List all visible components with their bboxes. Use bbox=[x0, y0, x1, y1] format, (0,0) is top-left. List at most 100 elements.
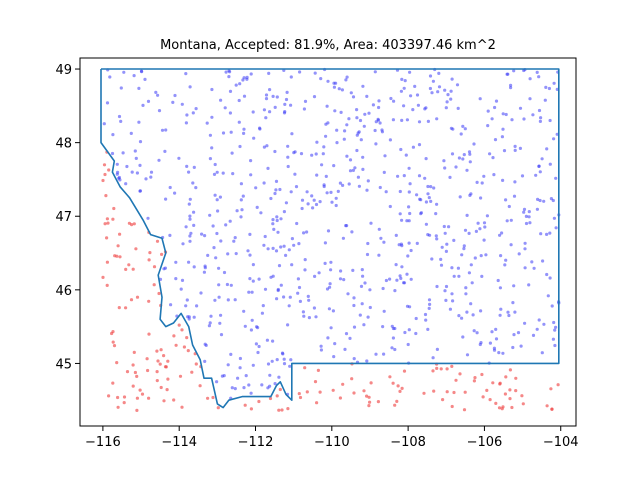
accepted-point bbox=[325, 191, 329, 195]
rejected-point bbox=[494, 401, 498, 405]
accepted-point bbox=[154, 90, 158, 94]
accepted-point bbox=[266, 362, 271, 366]
accepted-point bbox=[400, 77, 404, 81]
accepted-point bbox=[333, 342, 337, 346]
accepted-point bbox=[188, 234, 192, 238]
accepted-point bbox=[373, 70, 377, 74]
accepted-point bbox=[244, 374, 248, 378]
rejected-point bbox=[463, 390, 467, 394]
accepted-point bbox=[546, 294, 550, 298]
accepted-point bbox=[219, 239, 223, 243]
accepted-point bbox=[226, 252, 230, 256]
x-axis: −116 −114 −112 −110 −108 −106 −104 bbox=[85, 426, 579, 450]
accepted-point bbox=[314, 152, 318, 156]
accepted-point bbox=[228, 89, 233, 93]
accepted-point bbox=[409, 94, 413, 98]
accepted-point bbox=[202, 270, 206, 274]
accepted-point bbox=[185, 298, 189, 302]
rejected-point bbox=[132, 350, 136, 354]
accepted-point bbox=[252, 136, 256, 140]
accepted-point bbox=[273, 191, 277, 196]
accepted-point bbox=[434, 234, 438, 238]
accepted-point bbox=[228, 70, 232, 74]
accepted-point bbox=[402, 86, 406, 90]
accepted-point bbox=[552, 137, 556, 141]
accepted-point bbox=[539, 116, 543, 120]
accepted-point bbox=[164, 128, 168, 132]
accepted-point bbox=[436, 90, 440, 94]
accepted-point bbox=[409, 277, 413, 281]
rejected-point bbox=[107, 394, 111, 398]
accepted-point bbox=[479, 309, 483, 313]
x-tick-label: −106 bbox=[467, 435, 503, 450]
rejected-point bbox=[422, 391, 426, 395]
accepted-point bbox=[361, 167, 365, 171]
accepted-point bbox=[506, 310, 510, 314]
accepted-point bbox=[187, 260, 191, 264]
accepted-point bbox=[337, 87, 341, 91]
accepted-point bbox=[250, 318, 254, 322]
rejected-point bbox=[391, 381, 395, 385]
accepted-point bbox=[204, 343, 208, 347]
accepted-point bbox=[174, 277, 178, 281]
accepted-point bbox=[478, 227, 482, 231]
accepted-point bbox=[298, 299, 302, 303]
accepted-point bbox=[275, 215, 279, 219]
accepted-point bbox=[110, 151, 115, 156]
rejected-point bbox=[498, 381, 502, 385]
accepted-point bbox=[249, 72, 253, 76]
rejected-point bbox=[549, 387, 553, 391]
rejected-point bbox=[400, 386, 404, 390]
accepted-point bbox=[122, 70, 126, 74]
rejected-point bbox=[135, 408, 139, 412]
accepted-point bbox=[430, 91, 434, 95]
accepted-point bbox=[417, 120, 422, 124]
rejected-point bbox=[303, 366, 307, 370]
accepted-point bbox=[219, 333, 224, 337]
accepted-point bbox=[435, 237, 439, 241]
accepted-point bbox=[306, 294, 310, 298]
accepted-point bbox=[423, 312, 428, 317]
accepted-point bbox=[360, 302, 364, 306]
accepted-point bbox=[177, 156, 181, 160]
accepted-point bbox=[285, 90, 289, 94]
rejected-point bbox=[485, 388, 489, 392]
accepted-point bbox=[339, 269, 343, 273]
accepted-point bbox=[174, 260, 178, 264]
accepted-point bbox=[469, 192, 473, 196]
accepted-point bbox=[517, 252, 521, 256]
accepted-point bbox=[409, 248, 413, 253]
rejected-point bbox=[140, 392, 145, 396]
accepted-point bbox=[450, 266, 454, 270]
accepted-point bbox=[317, 271, 321, 275]
accepted-point bbox=[217, 283, 221, 287]
accepted-point bbox=[241, 194, 245, 198]
accepted-point bbox=[210, 87, 214, 92]
accepted-point bbox=[344, 78, 348, 82]
accepted-point bbox=[391, 336, 395, 340]
accepted-point bbox=[538, 170, 542, 174]
accepted-point bbox=[233, 387, 237, 391]
accepted-point bbox=[218, 195, 222, 199]
accepted-point bbox=[139, 69, 144, 73]
accepted-point bbox=[414, 316, 418, 321]
accepted-point bbox=[329, 260, 333, 264]
accepted-point bbox=[390, 324, 394, 328]
rejected-point bbox=[116, 395, 120, 400]
accepted-point bbox=[537, 318, 541, 322]
rejected-point bbox=[216, 406, 220, 410]
accepted-point bbox=[254, 342, 258, 346]
accepted-point bbox=[403, 79, 407, 83]
accepted-point bbox=[428, 74, 433, 78]
accepted-point bbox=[292, 151, 296, 155]
accepted-point bbox=[290, 237, 294, 241]
accepted-point bbox=[255, 325, 259, 329]
rejected-point bbox=[116, 244, 120, 248]
accepted-point bbox=[366, 241, 370, 246]
accepted-point bbox=[472, 142, 476, 146]
accepted-point bbox=[347, 182, 351, 186]
accepted-point bbox=[257, 277, 261, 281]
accepted-point bbox=[345, 75, 349, 79]
accepted-point bbox=[443, 166, 447, 170]
accepted-point bbox=[279, 245, 283, 249]
